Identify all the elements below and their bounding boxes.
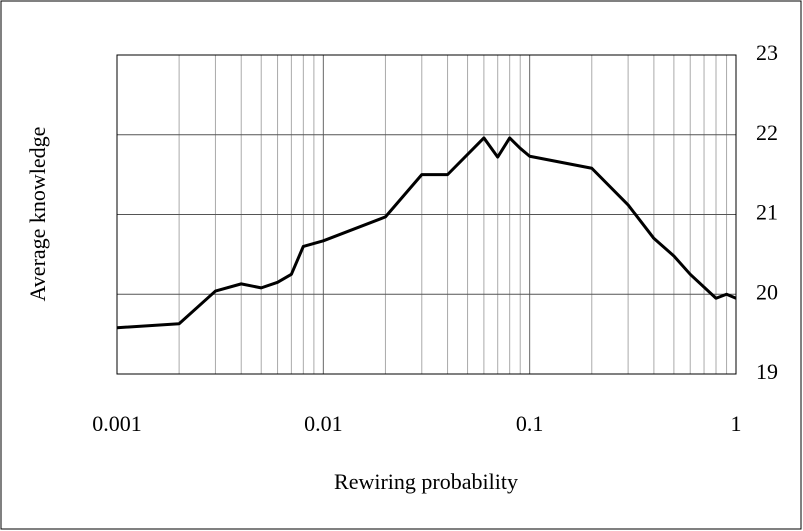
y-tick-label: 21 (756, 200, 778, 225)
y-tick-label: 19 (756, 359, 778, 384)
y-axis-label: Average knowledge (25, 127, 50, 302)
x-tick-label: 0.001 (92, 411, 142, 436)
plot-area-border (116, 54, 737, 375)
y-tick-label: 22 (756, 120, 778, 145)
x-tick-label: 1 (731, 411, 742, 436)
x-tick-label: 0.1 (516, 411, 544, 436)
y-tick-label: 20 (756, 279, 778, 304)
data-line (116, 136, 737, 330)
y-tick-label: 23 (756, 40, 778, 65)
x-tick-label: 0.01 (304, 411, 343, 436)
x-axis-label: Rewiring probability (334, 469, 518, 494)
